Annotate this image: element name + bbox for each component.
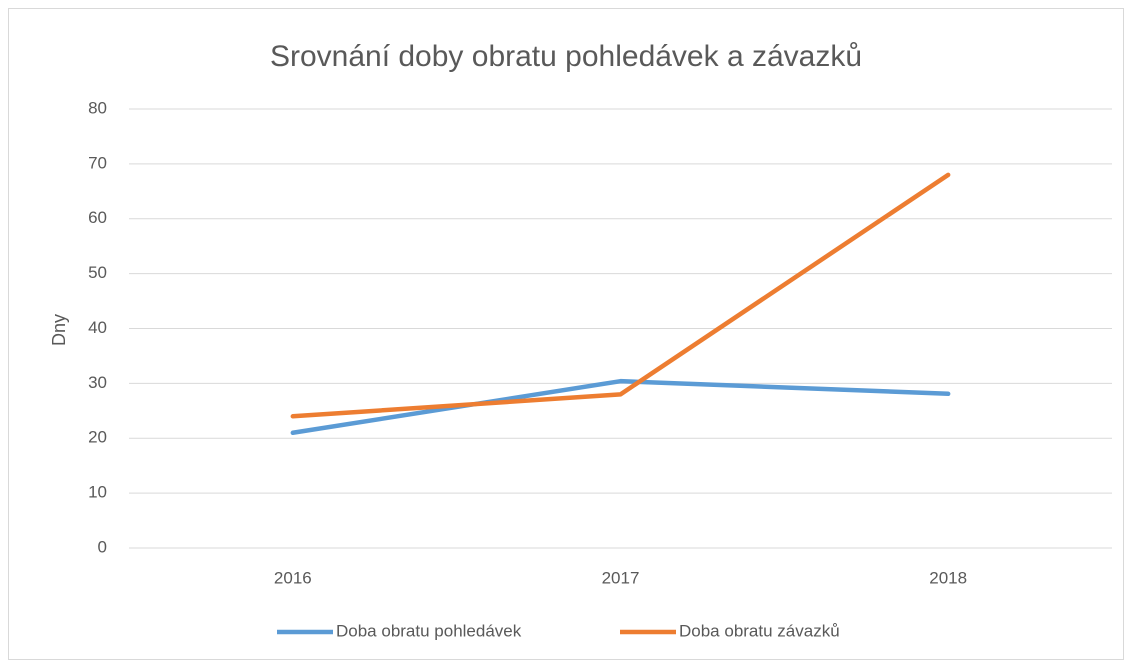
legend-label: Doba obratu pohledávek xyxy=(336,621,522,640)
series-line xyxy=(290,378,951,436)
y-tick-label: 80 xyxy=(88,98,107,117)
y-tick-label: 40 xyxy=(88,318,107,337)
x-tick-label: 2018 xyxy=(929,568,967,587)
chart-title: Srovnání doby obratu pohledávek a závazk… xyxy=(270,40,862,73)
x-tick-label: 2016 xyxy=(274,568,312,587)
x-tick-label: 2017 xyxy=(602,568,640,587)
chart-border xyxy=(8,8,1124,660)
y-tick-label: 60 xyxy=(88,208,107,227)
y-tick-label: 20 xyxy=(88,428,107,447)
y-tick-label: 70 xyxy=(88,153,107,172)
y-tick-label: 50 xyxy=(88,263,107,282)
y-tick-label: 10 xyxy=(88,483,107,502)
y-axis-label: Dny xyxy=(49,314,69,346)
series-line xyxy=(290,172,951,419)
legend-label: Doba obratu závazků xyxy=(679,621,840,640)
y-tick-label: 30 xyxy=(88,373,107,392)
y-tick-label: 0 xyxy=(98,537,107,556)
